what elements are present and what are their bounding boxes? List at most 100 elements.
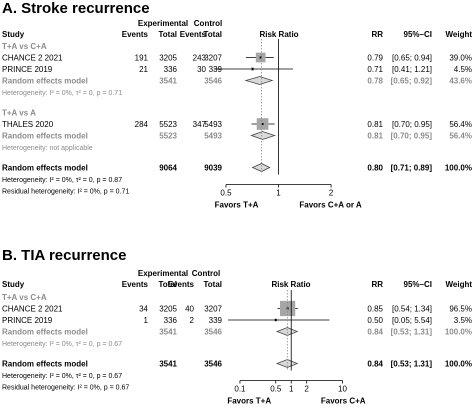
cell-weight: 43.6% [449,77,472,86]
cell-weight: 96.5% [449,305,472,314]
chart-title: A. Stroke recurrence [2,0,150,17]
favors-right-label: Favors C+A or A [299,201,362,210]
cell-ctrl-events: 243 [193,54,207,63]
x-tick-label: 0.5 [220,189,232,198]
row-label-study: THALES 2020 [2,120,54,129]
cell-weight: 4.5% [454,65,472,74]
cell-rr: 0.50 [367,316,383,325]
cell-exp-events: 21 [139,65,148,74]
cell-ci: [0.65; 0.92] [391,77,433,86]
row-label-subtotal: Random effects model [2,77,88,86]
cell-exp-events: 34 [139,305,148,314]
cell-ctrl-events: 347 [193,120,207,129]
header-exp-total: Total [158,30,177,39]
row-label-overall: Random effects model [2,360,88,369]
cell-weight: 100.0% [445,328,472,337]
header-risk-ratio: Risk Ratio [271,280,310,289]
row-label-study: PRINCE 2019 [2,65,53,74]
cell-ci: [0.05; 5.54] [392,316,432,325]
row-label-subtotal: Random effects model [2,328,88,337]
cell-rr: 0.81 [367,132,383,141]
cell-weight: 56.4% [449,120,472,129]
summary-diamond [250,131,276,140]
row-label-study: CHANCE 2 2021 [2,54,63,63]
cell-ci: [0.71; 0.89] [391,164,433,173]
cell-ctrl-total: 5493 [204,132,222,141]
cell-weight: 39.0% [449,54,472,63]
header-experimental: Experimental [138,19,188,28]
cell-ctrl-total: 9039 [204,164,222,173]
row-label-het: Heterogeneity: I² = 0%, τ² = 0, p = 0.67 [2,341,122,348]
header-exp-total: Total [158,280,177,289]
cell-exp-total: 5523 [159,120,177,129]
cell-ci: [0.65; 0.94] [392,54,432,63]
chart-title: B. TIA recurrence [2,247,127,264]
x-tick-label: 1 [276,189,281,198]
cell-ci: [0.54; 1.34] [392,305,432,314]
cell-exp-total: 5523 [159,132,177,141]
cell-ctrl-total: 3207 [204,54,222,63]
header-control: Control [192,269,220,278]
cell-ctrl-total: 339 [209,316,223,325]
cell-exp-total: 3541 [159,77,177,86]
cell-exp-total: 3541 [159,328,177,337]
x-tick-label: 10 [338,385,347,394]
cell-ci: [0.70; 0.95] [391,132,433,141]
cell-ctrl-total: 5493 [204,120,222,129]
header-exp-events: Events [122,30,149,39]
cell-ctrl-events: 40 [185,305,194,314]
x-tick-label: 1 [289,385,294,394]
header-control: Control [194,19,222,28]
row-label-group: T+A vs A [2,109,36,118]
row-label-overall: Random effects model [2,164,88,173]
header-ctrl-total: Total [203,280,222,289]
cell-exp-total: 336 [164,65,178,74]
cell-exp-events: 284 [135,120,149,129]
header-exp-events: Events [122,280,149,289]
row-label-subtotal: Random effects model [2,132,88,141]
cell-rr: 0.81 [367,120,383,129]
cell-rr: 0.79 [367,54,383,63]
header-ctrl-events: Events [180,30,207,39]
summary-diamond [275,327,299,336]
cell-rr: 0.84 [367,328,383,337]
row-label-het: Heterogeneity: not applicable [2,145,93,152]
cell-ctrl-events: 30 [197,65,206,74]
cell-exp-events: 191 [135,54,149,63]
header-ctrl-events: Events [168,280,195,289]
favors-left-label: Favors T+A [215,201,259,210]
header-ctrl-total: Total [203,30,222,39]
cell-weight: 56.4% [449,132,472,141]
x-tick-label: 2 [329,189,334,198]
x-tick-label: 0.1 [234,385,246,394]
row-label-het: Heterogeneity: I² = 0%, τ² = 0, p = 0.71 [2,90,122,97]
cell-weight: 100.0% [445,164,472,173]
study-point [251,68,254,70]
cell-exp-total: 3205 [159,54,177,63]
x-tick-label: 2 [304,385,309,394]
cell-exp-total: 3205 [159,305,177,314]
study-point [261,123,264,125]
cell-rr: 0.84 [367,360,383,369]
cell-ci: [0.70; 0.95] [392,120,432,129]
summary-diamond [251,163,271,172]
header-weight: Weight [445,280,472,289]
cell-weight: 3.5% [454,316,472,325]
cell-exp-total: 3541 [159,360,177,369]
cell-rr: 0.80 [367,164,383,173]
row-label-het_black: Heterogeneity: I² = 0%, τ² = 0, p = 0.87 [2,177,122,184]
header-ci: 95%–CI [404,280,432,289]
row-label-study: PRINCE 2019 [2,316,53,325]
row-label-het_black: Heterogeneity: I² = 0%, τ² = 0, p = 0.67 [2,373,122,380]
cell-ci: [0.41; 1.21] [392,65,432,74]
cell-ci: [0.53; 1.31] [391,360,433,369]
cell-ctrl-total: 3207 [204,305,222,314]
cell-rr: 0.78 [367,77,383,86]
header-risk-ratio: Risk Ratio [259,30,298,39]
header-weight: Weight [445,30,472,39]
cell-rr: 0.71 [367,65,383,74]
panel-stroke-recurrence: A. Stroke recurrence Experimental Control S… [2,0,472,210]
header-experimental: Experimental [138,269,188,278]
header-study: Study [2,280,25,289]
